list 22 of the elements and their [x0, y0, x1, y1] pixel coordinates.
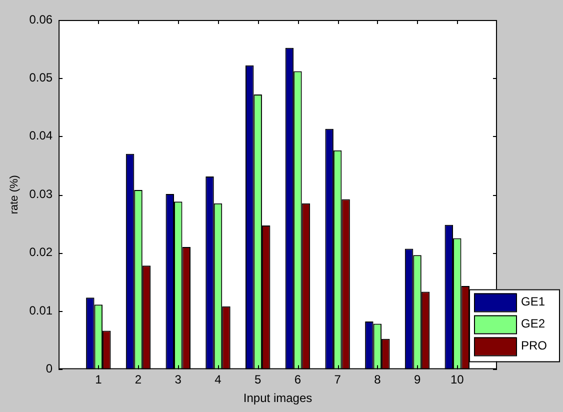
legend-label: GE2 — [521, 316, 546, 331]
legend-label: GE1 — [521, 294, 546, 309]
x-tick-label: 8 — [374, 372, 382, 387]
x-tick-label: 4 — [214, 372, 222, 387]
y-tick-label: 0.03 — [29, 186, 53, 201]
x-tick-label: 3 — [174, 372, 182, 387]
x-tick-label: 10 — [450, 372, 464, 387]
x-axis-title: Input images — [243, 391, 312, 406]
y-tick-label: 0.06 — [29, 12, 53, 26]
x-tick-label: 6 — [294, 372, 302, 387]
x-tick-label: 5 — [254, 372, 262, 387]
y-tick-label: 0.04 — [29, 128, 53, 143]
x-tick-label: 1 — [95, 372, 102, 387]
legend-label: PRO — [521, 338, 548, 353]
x-tick-label: 2 — [134, 372, 142, 387]
y-tick-label: 0 — [46, 362, 53, 376]
y-tick-label: 0.02 — [29, 245, 53, 260]
y-tick-label: 0.01 — [29, 303, 53, 318]
y-tick-label: 0.05 — [29, 70, 53, 85]
x-tick-label: 9 — [414, 372, 421, 387]
y-axis-title: rate (%) — [8, 175, 21, 214]
x-tick-label: 7 — [334, 372, 342, 387]
